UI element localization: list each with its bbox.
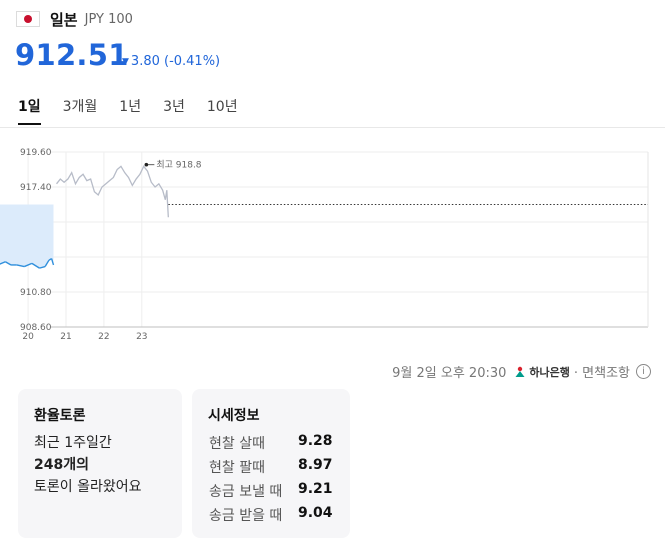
rate-change-text: 3.80 (-0.41%) [130,54,221,69]
series-segment [31,262,40,269]
period-tabs: 1일 3개월 1년 3년 10년 [18,96,260,125]
rate-change: ▼ 3.80 (-0.41%) [122,54,220,69]
tab-3years[interactable]: 3년 [163,99,185,115]
rate-chart[interactable]: 919.60917.40915.20913.00910.80908.602122… [0,140,665,350]
rate-value: 8.97 [298,457,333,473]
x-tick-label: 21 [60,332,71,342]
bank-name: 하나은행 [529,365,570,379]
current-rate: 912.51 [15,38,129,72]
japan-flag-icon [16,11,40,27]
disclaimer-link[interactable]: · 면책조항 [573,366,630,381]
prior-day-line [56,165,169,218]
rate-label: 현찰 살때 [209,436,265,452]
update-timestamp: 9월 2일 오후 20:30 [392,366,507,381]
y-tick-label: 908.60 [20,323,52,333]
down-triangle-icon: ▼ [122,56,129,67]
rate-label: 송금 보낼 때 [209,484,283,500]
high-point [144,162,149,167]
tab-10years[interactable]: 10년 [206,99,238,115]
series-segment [0,261,6,265]
discussion-title: 환율토론 [34,408,86,424]
rate-value: 9.28 [298,433,333,449]
discussion-count: 248개의 [34,457,89,473]
y-tick-label: 919.60 [20,148,52,158]
x-tick-label: 22 [98,332,109,342]
info-icon[interactable]: i [636,364,651,379]
rate-info-title: 시세정보 [208,408,260,424]
chart-footer: 9월 2일 오후 20:30 하나은행 · 면책조항 i [392,362,651,381]
y-tick-label: 917.40 [20,183,52,193]
country-name: 일본 [50,10,78,29]
x-tick-label: 20 [22,332,34,342]
rate-label: 현찰 팔때 [209,460,265,476]
series-segment [39,265,46,269]
tabs-divider [0,127,665,128]
y-tick-label: 910.80 [20,288,52,298]
series-segment [44,259,50,267]
x-tick-label: 23 [136,332,147,342]
series-segment [16,264,25,268]
tab-1day[interactable]: 1일 [18,96,41,125]
series-segment [50,258,55,266]
tab-3months[interactable]: 3개월 [62,99,98,115]
series-segment [5,261,12,266]
discussion-line-3: 토론이 올라왔어요 [34,479,142,495]
hana-bank-icon [515,366,525,377]
bank-logo: 하나은행 [514,364,570,380]
rate-value: 9.04 [298,505,333,521]
rate-label: 송금 받을 때 [209,508,283,524]
discussion-line-1: 최근 1주일간 [34,435,112,451]
currency-code: JPY 100 [84,11,133,27]
series-segment [24,262,33,268]
currency-header: 일본 JPY 100 [16,8,133,30]
fall-area [0,204,54,269]
tab-1year[interactable]: 1년 [119,99,142,115]
rate-info-card: 시세정보 현찰 살때 9.28 현찰 팔때 8.97 송금 보낼 때 9.21 … [192,389,350,538]
high-label: 최고 918.8 [156,160,201,171]
rate-value: 9.21 [298,481,333,497]
discussion-card[interactable]: 환율토론 최근 1주일간 248개의 토론이 올라왔어요 [18,389,182,538]
